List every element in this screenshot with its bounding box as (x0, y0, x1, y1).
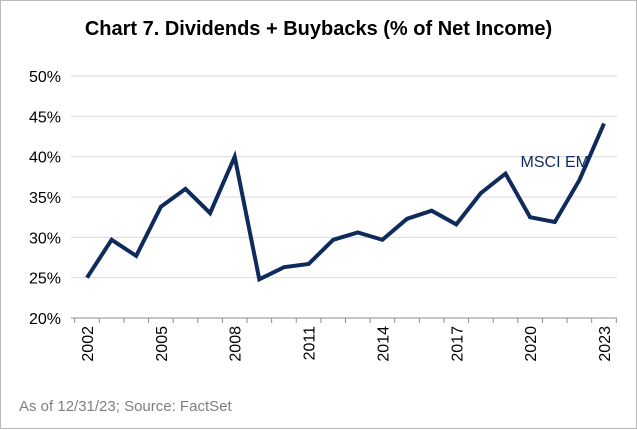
x-axis-tick-marks (74, 318, 617, 323)
series-line-msci-em (85, 122, 606, 283)
series-label-msci-em: MSCI EM (521, 154, 589, 171)
y-tick-label: 20% (29, 311, 61, 328)
x-axis-tick-labels: 2002 2005 2008 2011 2014 2017 2020 2023 (80, 326, 614, 362)
x-tick-label: 2020 (523, 326, 540, 362)
gridlines (71, 75, 617, 279)
x-tick-label: 2008 (228, 326, 245, 362)
y-tick-label: 50% (29, 69, 61, 86)
x-tick-label: 2023 (597, 326, 614, 362)
y-tick-label: 25% (29, 271, 61, 288)
x-tick-label: 2014 (375, 326, 392, 362)
y-axis-tick-labels: 20% 25% 30% 35% 40% 45% 50% (29, 69, 61, 328)
y-tick-label: 40% (29, 150, 61, 167)
chart-title: Chart 7. Dividends + Buybacks (% of Net … (84, 18, 553, 40)
y-tick-label: 45% (29, 109, 61, 126)
x-tick-label: 2017 (449, 326, 466, 362)
y-tick-label: 35% (29, 190, 61, 207)
x-tick-label: 2011 (302, 326, 319, 361)
source-footnote: As of 12/31/23; Source: FactSet (19, 398, 232, 415)
x-tick-label: 2002 (80, 326, 97, 362)
x-tick-label: 2005 (154, 326, 171, 362)
y-tick-label: 30% (29, 230, 61, 247)
